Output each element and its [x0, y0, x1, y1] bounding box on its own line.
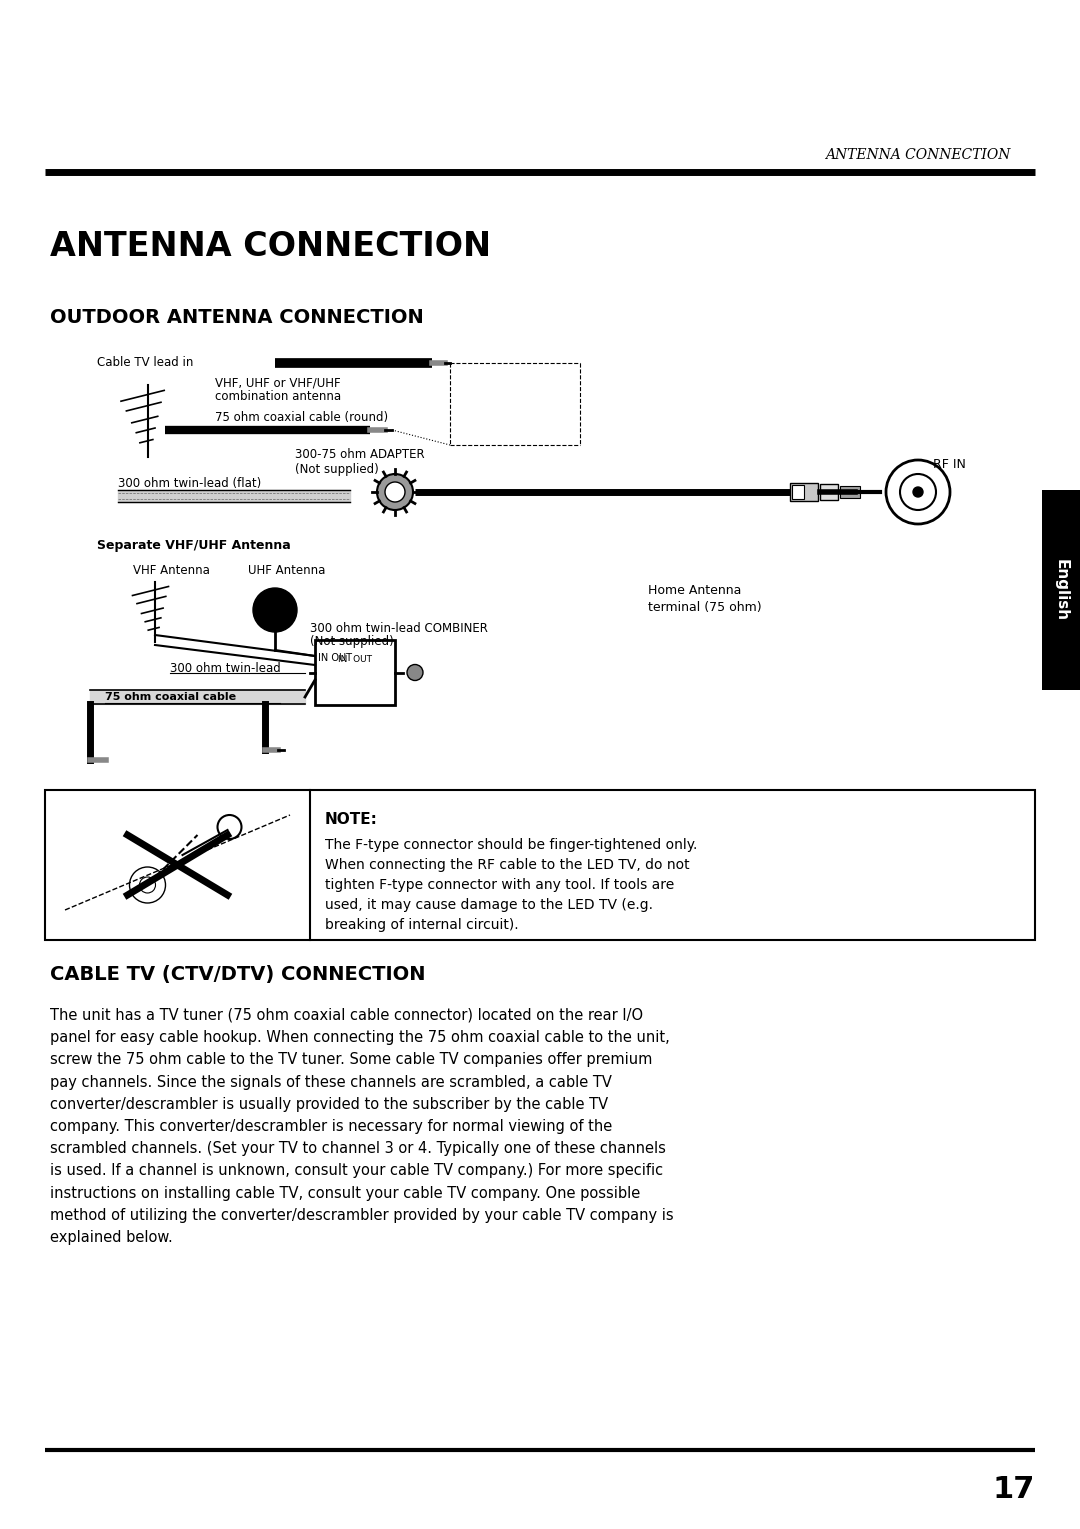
Bar — [45, 790, 1035, 940]
Text: 17: 17 — [993, 1475, 1035, 1505]
Text: RF IN: RF IN — [933, 459, 966, 471]
Text: NOTE:: NOTE: — [325, 812, 378, 827]
Circle shape — [377, 474, 413, 511]
Text: CABLE TV (CTV/DTV) CONNECTION: CABLE TV (CTV/DTV) CONNECTION — [50, 965, 426, 985]
Bar — [789, 483, 818, 502]
Text: ANTENNA CONNECTION: ANTENNA CONNECTION — [50, 229, 491, 263]
Text: English: English — [1053, 560, 1068, 621]
Text: (Not supplied): (Not supplied) — [295, 463, 379, 477]
Text: 75 ohm coaxial cable: 75 ohm coaxial cable — [105, 693, 237, 702]
Text: 300 ohm twin-lead: 300 ohm twin-lead — [170, 662, 281, 674]
Text: 300 ohm twin-lead COMBINER: 300 ohm twin-lead COMBINER — [310, 621, 488, 635]
Bar — [792, 485, 804, 498]
Text: VHF, UHF or VHF/UHF: VHF, UHF or VHF/UHF — [215, 376, 340, 390]
Bar — [820, 485, 838, 500]
Text: The F-type connector should be finger-tightened only.
When connecting the RF cab: The F-type connector should be finger-ti… — [325, 838, 698, 933]
Text: IN OUT: IN OUT — [318, 653, 352, 664]
Circle shape — [886, 460, 950, 524]
Text: terminal (75 ohm): terminal (75 ohm) — [648, 601, 761, 613]
Circle shape — [253, 589, 297, 631]
Text: 300 ohm twin-lead (flat): 300 ohm twin-lead (flat) — [118, 477, 261, 489]
Text: 300-75 ohm ADAPTER: 300-75 ohm ADAPTER — [295, 448, 424, 462]
Circle shape — [913, 488, 923, 497]
Bar — [1042, 489, 1080, 690]
Bar — [315, 641, 395, 705]
Text: combination antenna: combination antenna — [215, 390, 341, 404]
Text: ANTENNA CONNECTION: ANTENNA CONNECTION — [825, 148, 1010, 162]
Text: VHF Antenna: VHF Antenna — [133, 564, 210, 576]
Text: 75 ohm coaxial cable (round): 75 ohm coaxial cable (round) — [215, 411, 388, 425]
Text: (Not supplied): (Not supplied) — [310, 636, 394, 648]
Text: Cable TV lead in: Cable TV lead in — [97, 356, 193, 368]
Text: IN  OUT: IN OUT — [338, 654, 372, 664]
Text: Separate VHF/UHF Antenna: Separate VHF/UHF Antenna — [97, 538, 291, 552]
Text: OUTDOOR ANTENNA CONNECTION: OUTDOOR ANTENNA CONNECTION — [50, 307, 423, 327]
Circle shape — [900, 474, 936, 511]
Bar — [840, 486, 860, 498]
Text: The unit has a TV tuner (75 ohm coaxial cable connector) located on the rear I/O: The unit has a TV tuner (75 ohm coaxial … — [50, 1008, 674, 1245]
Circle shape — [384, 482, 405, 502]
Text: UHF Antenna: UHF Antenna — [248, 564, 325, 576]
Circle shape — [407, 665, 423, 680]
Text: Home Antenna: Home Antenna — [648, 584, 741, 596]
